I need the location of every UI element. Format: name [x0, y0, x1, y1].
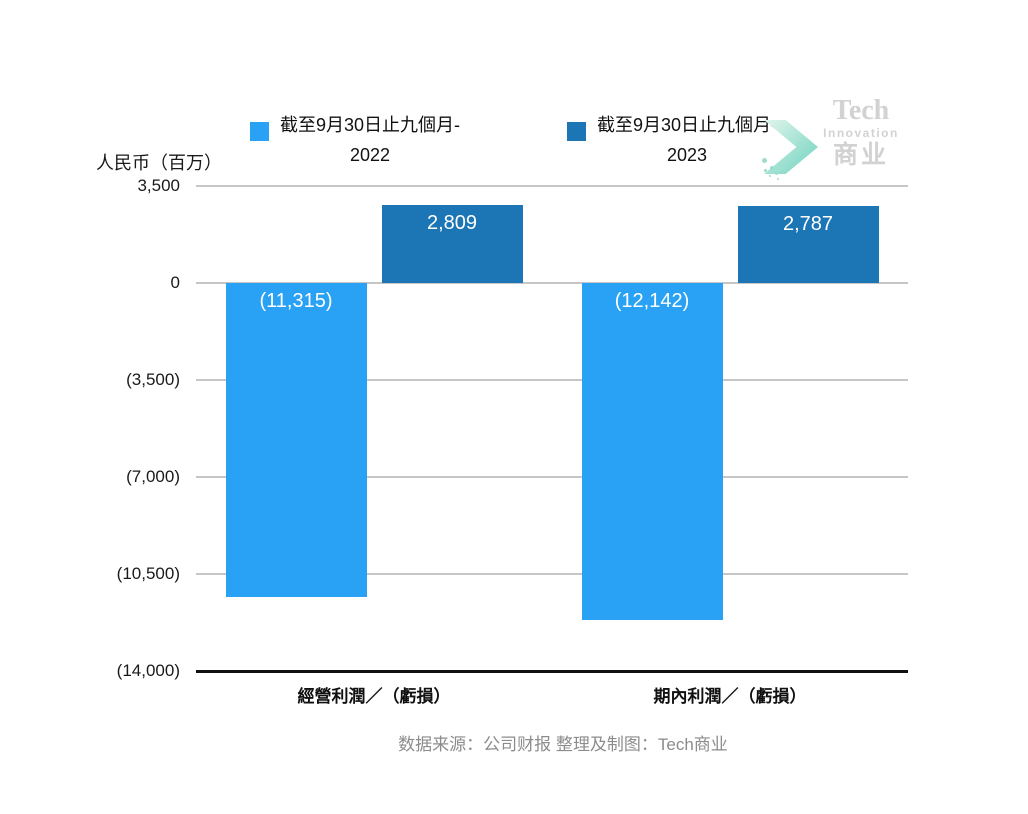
legend-label-line2: 2022: [349, 145, 391, 165]
legend-label-line2: 2023: [666, 145, 708, 165]
logo-tech-innovation: Tech Innovation 商业: [762, 96, 912, 180]
logo-dot: [764, 169, 767, 172]
logo-dot: [777, 178, 779, 180]
y-tick-label: (14,000): [116, 661, 180, 680]
source-note: 数据来源：公司财报 整理及制图：Tech商业: [398, 735, 728, 754]
legend-label-2022: 截至9月30日止九個月- 2022: [280, 110, 460, 170]
logo-dot: [780, 164, 783, 167]
bar-series2-cat2: 2,787: [737, 205, 879, 283]
y-tick-label: (10,500): [116, 564, 180, 583]
bar-value-label: (11,315): [259, 290, 333, 312]
legend-label-line1: 截至9月30日止九個月-: [597, 115, 778, 135]
logo-dot: [769, 175, 771, 177]
legend-item-2023: 截至9月30日止九個月- 2023: [567, 110, 777, 170]
legend-swatch-2023-icon: [567, 122, 586, 141]
bar-value-label: 2,809: [426, 212, 478, 235]
bar-value-label: 2,787: [782, 212, 834, 235]
logo-word-innovation: Innovation: [823, 126, 899, 140]
bar-series1-cat2: (12,142): [581, 283, 723, 620]
logo-dot: [770, 166, 774, 170]
logo-word-tech: Tech: [832, 95, 890, 126]
gridline: [196, 573, 908, 575]
logo-word-shangye: 商业: [832, 141, 889, 169]
x-category-label: 期內利潤／（虧損）: [653, 687, 807, 706]
gridline: [196, 379, 908, 381]
gridline: [196, 185, 908, 187]
legend-swatch-2022-icon: [250, 122, 269, 141]
gridline: [196, 476, 908, 478]
y-tick-label: 3,500: [137, 176, 180, 195]
y-axis-unit-label: 人民币（百万）: [96, 153, 222, 173]
y-tick-label: (7,000): [126, 467, 180, 486]
gridline: [196, 282, 908, 284]
legend-label-2023: 截至9月30日止九個月- 2023: [597, 110, 777, 170]
y-tick-label: (3,500): [126, 370, 180, 389]
bar-series1-cat1: (11,315): [225, 283, 367, 597]
logo-dot: [762, 158, 767, 163]
y-tick-label: 0: [170, 273, 180, 292]
plot-area: (11,315) 2,809 (12,142) 2,787: [196, 185, 908, 673]
legend-label-line1: 截至9月30日止九個月-: [280, 115, 461, 135]
bar-value-label: (12,142): [614, 290, 690, 312]
x-category-label: 經營利潤／（虧損）: [297, 687, 451, 706]
bar-series2-cat1: 2,809: [381, 205, 523, 283]
legend-item-2022: 截至9月30日止九個月- 2022: [250, 110, 460, 170]
logo-dot: [775, 172, 778, 175]
x-axis-line: [196, 670, 908, 673]
logo-text: Tech Innovation 商业: [810, 95, 912, 170]
